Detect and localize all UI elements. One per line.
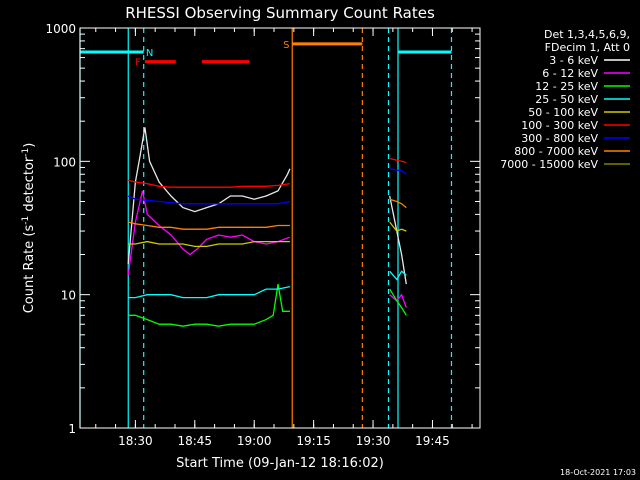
x-tick-label-5: 19:45 [415, 434, 450, 448]
series-4 [128, 221, 407, 248]
y-axis-label-mid: detector [22, 156, 37, 216]
legend-entry-label-7: 800 - 7000 keV [514, 145, 598, 158]
legend-header-1: FDecim 1, Att 0 [545, 41, 630, 54]
legend-entry-label-2: 12 - 25 keV [535, 80, 598, 93]
annotation-label-3: F [135, 58, 141, 69]
x-tick-label-1: 18:45 [177, 434, 212, 448]
series-3 [128, 270, 407, 299]
legend-entry-label-8: 7000 - 15000 keV [500, 158, 598, 171]
legend: Det 1,3,4,5,6,9,FDecim 1, Att 03 - 6 keV… [500, 28, 630, 171]
footer-timestamp: 18-Oct-2021 17:03 [560, 468, 636, 477]
series-2-segment-1 [389, 288, 407, 316]
series-5-segment-0 [128, 179, 290, 188]
x-tick-label-4: 19:30 [356, 434, 391, 448]
annotation-label-0: N [146, 48, 153, 59]
y-tick-label-1: 10 [61, 289, 76, 303]
x-axis-label: Start Time (09-Jan-12 18:16:02) [176, 456, 384, 471]
y-axis-label-prefix: Count Rate (s [22, 225, 37, 314]
legend-header-0: Det 1,3,4,5,6,9, [544, 28, 630, 41]
y-axis-label-sup1: -1 [21, 216, 31, 225]
series-0-segment-0 [127, 127, 291, 264]
x-tick-label-3: 19:15 [296, 434, 331, 448]
y-axis-label-suffix: ) [22, 143, 37, 148]
y-tick-label-3: 1000 [45, 22, 76, 36]
legend-entry-label-5: 100 - 300 keV [521, 119, 598, 132]
y-axis-label-sup2: -1 [21, 148, 31, 157]
series-0-segment-1 [389, 195, 407, 285]
series-2 [128, 283, 407, 327]
legend-entry-label-4: 50 - 100 keV [528, 106, 598, 119]
series-4-segment-0 [128, 240, 290, 248]
series-6-segment-1 [389, 168, 407, 175]
plot-area: N S F [79, 28, 453, 428]
y-tick-label-0: 1 [68, 422, 76, 436]
x-tick-label-0: 18:30 [118, 434, 153, 448]
series-7 [128, 198, 407, 230]
series-6 [127, 168, 407, 205]
series-3-segment-0 [128, 285, 291, 299]
legend-entry-label-1: 6 - 12 keV [542, 67, 598, 80]
series-0 [127, 127, 407, 285]
legend-entry-label-3: 25 - 50 keV [535, 93, 598, 106]
series-5 [128, 157, 407, 188]
legend-entry-label-6: 300 - 800 keV [521, 132, 598, 145]
series-1-segment-1 [389, 293, 407, 308]
series-5-segment-1 [389, 157, 407, 164]
x-tick-label-2: 19:00 [237, 434, 272, 448]
series-1 [127, 190, 407, 308]
legend-entry-label-0: 3 - 6 keV [549, 54, 598, 67]
series-1-segment-0 [127, 190, 291, 276]
series-2-segment-0 [128, 283, 290, 327]
series-3-segment-1 [389, 270, 407, 281]
series-6-segment-0 [127, 195, 291, 205]
axes: 18:30 18:45 19:00 19:15 19:30 19:45 1 10 100 1000 [45, 22, 480, 448]
plot-frame [79, 27, 481, 429]
y-tick-label-2: 100 [53, 155, 76, 169]
series-4-segment-1 [389, 221, 407, 232]
annotation-label-2: S [283, 40, 289, 51]
series-7-segment-0 [128, 221, 290, 230]
y-axis-label: Count Rate (s-1 detector-1) [21, 143, 37, 314]
series-7-segment-1 [389, 198, 407, 209]
chart-title: RHESSI Observing Summary Count Rates [125, 4, 435, 22]
